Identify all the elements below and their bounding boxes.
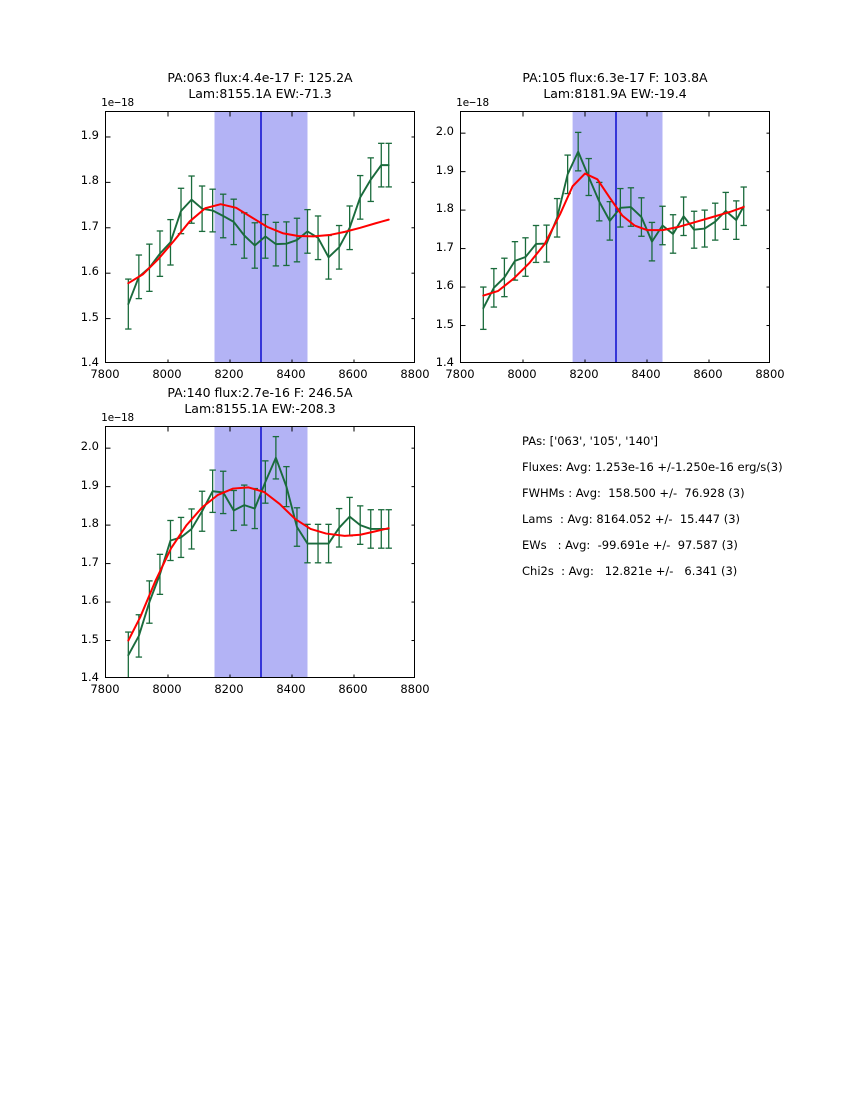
yaxis-exponent-label-pa063: 1e−18 [101,96,135,109]
xtick-label-063-1: 8000 [152,367,182,381]
ytick-label-063-1: 1.5 [80,309,99,324]
fit-curve-063 [127,203,390,285]
xtick-label-063-2: 8200 [214,367,244,381]
xtick-label-063-4: 8600 [338,367,368,381]
plot-area-140 [106,427,414,677]
ytick-label-140-3: 1.7 [80,554,99,569]
ytick-label-140-4: 1.8 [80,516,99,531]
fit-curve-140 [127,486,390,642]
xtick-label-140-0: 7800 [90,682,120,696]
stats-line-pas: PAs: ['063', '105', '140'] [522,434,659,448]
plot-panel-pa063: PA:063 flux:4.4e-17 F: 125.2A Lam:8155.1… [105,70,415,382]
data-curve-105 [482,150,745,310]
xtick-label-105-2: 8200 [569,367,599,381]
ytick-label-105-6: 2.0 [435,124,454,139]
stats-line-fwhms: FWHMs : Avg: 158.500 +/- 76.928 (3) [522,486,745,500]
axes-pa063[interactable] [105,111,415,363]
plot-panel-pa140: PA:140 flux:2.7e-16 F: 246.5A Lam:8155.1… [105,385,415,697]
panel-title-line2-pa140: Lam:8155.1A EW:-208.3 [184,401,336,416]
axes-pa105[interactable] [460,111,770,363]
xtick-label-105-5: 8800 [755,367,785,381]
stats-line-lams: Lams : Avg: 8164.052 +/- 15.447 (3) [522,512,741,526]
xtick-label-105-4: 8600 [693,367,723,381]
axes-pa140[interactable] [105,426,415,678]
xtick-label-140-2: 8200 [214,682,244,696]
xtick-label-105-3: 8400 [631,367,661,381]
ytick-label-140-6: 2.0 [80,439,99,454]
xtick-label-140-1: 8000 [152,682,182,696]
xtick-label-105-0: 7800 [445,367,475,381]
stats-line-chi2s: Chi2s : Avg: 12.821e +/- 6.341 (3) [522,564,738,578]
plot-area-105 [461,112,769,362]
panel-title-line1-pa140: PA:140 flux:2.7e-16 F: 246.5A [167,385,353,400]
panel-title-line2-pa063: Lam:8155.1A EW:-71.3 [188,86,332,101]
stats-line-ews: EWs : Avg: -99.691e +/- 97.587 (3) [522,538,738,552]
ytick-label-140-1: 1.5 [80,631,99,646]
stats-line-fluxes: Fluxes: Avg: 1.253e-16 +/-1.250e-16 erg/… [522,460,783,474]
wavelength-band-highlight [572,112,663,362]
summary-stats-block: PAs: ['063', '105', '140'] Fluxes: Avg: … [522,430,822,585]
xtick-label-140-5: 8800 [400,682,430,696]
xtick-label-063-0: 7800 [90,367,120,381]
plot-panel-pa105: PA:105 flux:6.3e-17 F: 103.8A Lam:8181.9… [460,70,770,382]
ytick-label-063-4: 1.8 [80,173,99,188]
ytick-label-105-0: 1.4 [435,355,454,369]
panel-title-line2-pa105: Lam:8181.9A EW:-19.4 [543,86,687,101]
xtick-label-063-3: 8400 [276,367,306,381]
ytick-label-105-3: 1.7 [435,239,454,254]
ytick-label-063-5: 1.9 [80,127,99,142]
ytick-label-140-0: 1.4 [80,670,99,684]
yaxis-exponent-label-pa140: 1e−18 [101,411,135,424]
yaxis-exponent-label-pa105: 1e−18 [456,96,490,109]
ytick-label-105-2: 1.6 [435,278,454,293]
xtick-label-063-5: 8800 [400,367,430,381]
xtick-label-140-3: 8400 [276,682,306,696]
fit-curve-105 [482,172,745,297]
ytick-label-105-4: 1.8 [435,201,454,216]
ytick-label-063-2: 1.6 [80,264,99,279]
ytick-label-105-5: 1.9 [435,162,454,177]
ytick-label-063-0: 1.4 [80,355,99,369]
xtick-label-140-4: 8600 [338,682,368,696]
plot-area-063 [106,112,414,362]
ytick-label-063-3: 1.7 [80,218,99,233]
xtick-label-105-1: 8000 [507,367,537,381]
ytick-label-140-5: 1.9 [80,477,99,492]
ytick-label-105-1: 1.5 [435,316,454,331]
panel-title-line1-pa063: PA:063 flux:4.4e-17 F: 125.2A [167,70,353,85]
data-curve-140 [127,456,390,657]
panel-title-line1-pa105: PA:105 flux:6.3e-17 F: 103.8A [522,70,708,85]
ytick-label-140-2: 1.6 [80,593,99,608]
